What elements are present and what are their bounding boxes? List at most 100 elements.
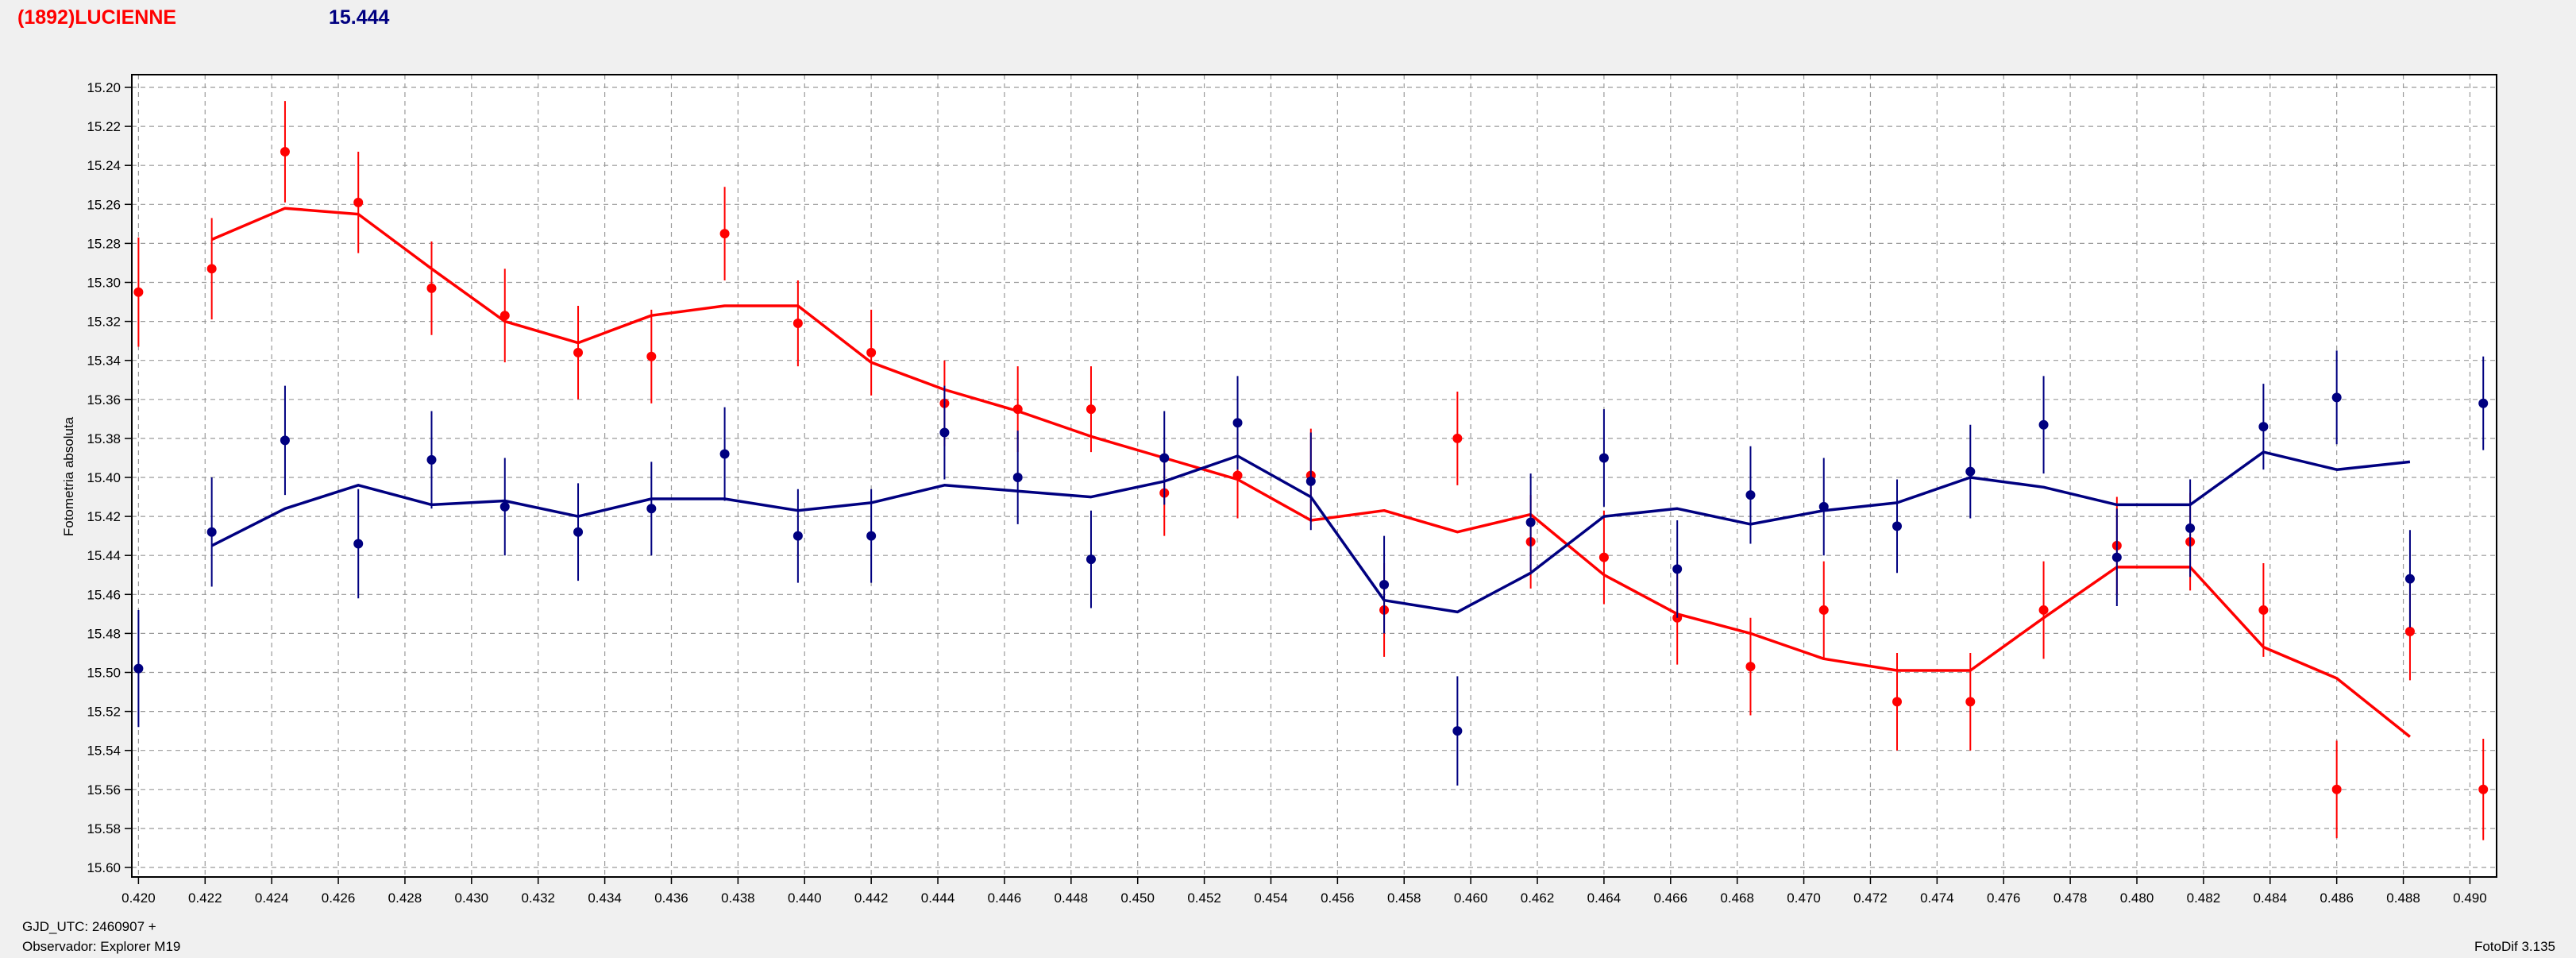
x-tick-label: 0.470 xyxy=(1787,890,1821,906)
data-point xyxy=(1598,453,1609,463)
x-tick-label: 0.490 xyxy=(2453,890,2487,906)
y-tick-label: 15.56 xyxy=(87,782,121,798)
magnitude-value: 15.444 xyxy=(329,6,390,29)
y-tick-label: 15.22 xyxy=(87,119,121,134)
observer-label: Observador: Explorer M19 xyxy=(22,939,181,954)
x-tick-label: 0.486 xyxy=(2320,890,2354,906)
data-point xyxy=(1086,554,1096,565)
x-tick-label: 0.448 xyxy=(1055,890,1089,906)
y-tick-label: 15.38 xyxy=(87,431,121,446)
data-point xyxy=(2038,605,2049,615)
x-tick-label: 0.446 xyxy=(988,890,1022,906)
y-tick-label: 15.28 xyxy=(87,236,121,251)
y-tick-label: 15.48 xyxy=(87,626,121,641)
data-point xyxy=(792,319,803,329)
y-tick-label: 15.30 xyxy=(87,276,121,291)
data-point xyxy=(573,347,584,357)
y-tick-label: 15.26 xyxy=(87,197,121,212)
x-tick-label: 0.454 xyxy=(1254,890,1288,906)
data-point xyxy=(866,347,877,357)
y-tick-label: 15.52 xyxy=(87,705,121,720)
y-tick-label: 15.46 xyxy=(87,587,121,602)
data-point xyxy=(2404,574,2415,584)
data-point xyxy=(939,427,950,438)
data-point xyxy=(1305,476,1316,486)
data-point xyxy=(1379,580,1390,590)
data-point xyxy=(646,504,657,514)
x-tick-label: 0.440 xyxy=(788,890,822,906)
data-point xyxy=(1818,605,1829,615)
x-tick-label: 0.460 xyxy=(1454,890,1488,906)
data-point xyxy=(353,197,364,207)
plot-border xyxy=(131,74,2497,878)
data-point xyxy=(1598,552,1609,562)
x-tick-label: 0.438 xyxy=(721,890,755,906)
data-point xyxy=(280,435,290,446)
x-tick-label: 0.442 xyxy=(854,890,889,906)
x-tick-label: 0.468 xyxy=(1720,890,1754,906)
data-point xyxy=(353,539,364,549)
data-point xyxy=(2478,784,2489,794)
data-point xyxy=(2185,523,2196,533)
data-point xyxy=(133,663,144,674)
data-point xyxy=(792,531,803,541)
y-tick-label: 15.58 xyxy=(87,821,121,836)
data-point xyxy=(1672,564,1683,574)
y-tick-label: 15.24 xyxy=(87,158,121,173)
data-point xyxy=(2258,605,2269,615)
x-tick-label: 0.484 xyxy=(2254,890,2288,906)
x-tick-label: 0.420 xyxy=(121,890,156,906)
x-tick-label: 0.478 xyxy=(2053,890,2088,906)
data-point xyxy=(499,501,510,512)
x-tick-label: 0.430 xyxy=(455,890,489,906)
data-point xyxy=(573,527,584,537)
data-point xyxy=(1892,521,1903,531)
data-point xyxy=(280,147,290,157)
data-point xyxy=(206,527,217,537)
y-tick-label: 15.40 xyxy=(87,470,121,485)
data-point xyxy=(1525,517,1536,527)
data-point xyxy=(1232,418,1243,428)
x-tick-label: 0.456 xyxy=(1321,890,1355,906)
x-tick-label: 0.482 xyxy=(2187,890,2221,906)
data-point xyxy=(499,311,510,321)
data-point xyxy=(2331,784,2342,794)
data-point xyxy=(1452,433,1463,443)
y-tick-label: 15.36 xyxy=(87,392,121,408)
object-name-label: (1892)LUCIENNE xyxy=(17,6,177,29)
data-point xyxy=(1086,404,1096,415)
x-tick-label: 0.428 xyxy=(388,890,422,906)
y-tick-label: 15.60 xyxy=(87,860,121,875)
data-point xyxy=(2038,419,2049,430)
data-point xyxy=(1745,490,1756,500)
data-point xyxy=(1012,473,1023,482)
data-point xyxy=(1892,697,1903,707)
x-tick-label: 0.450 xyxy=(1120,890,1155,906)
data-point xyxy=(206,264,217,274)
grid-lines xyxy=(132,75,2497,877)
x-tick-label: 0.432 xyxy=(521,890,555,906)
x-tick-label: 0.452 xyxy=(1187,890,1221,906)
data-point xyxy=(719,229,730,239)
data-point xyxy=(2111,552,2122,562)
data-point xyxy=(426,454,437,465)
data-point xyxy=(1818,501,1829,512)
data-point xyxy=(1745,662,1756,672)
y-tick-label: 15.34 xyxy=(87,353,121,369)
data-point xyxy=(1965,697,1976,707)
axis-ticks: 0.420 0.422 0.424 0.426 0.428 0.430 0.432 0.434… xyxy=(87,80,2486,906)
data-point xyxy=(426,283,437,293)
data-point xyxy=(1232,470,1243,481)
y-tick-label: 15.44 xyxy=(87,548,121,563)
data-point xyxy=(2404,626,2415,636)
data-marks xyxy=(133,101,2489,840)
x-tick-label: 0.434 xyxy=(588,890,622,906)
data-point xyxy=(2331,392,2342,403)
x-tick-label: 0.462 xyxy=(1521,890,1555,906)
data-point xyxy=(1965,466,1976,477)
gjd-label: GJD_UTC: 2460907 + xyxy=(22,919,156,934)
y-tick-label: 15.54 xyxy=(87,744,121,759)
data-point xyxy=(646,351,657,361)
x-tick-label: 0.426 xyxy=(322,890,356,906)
data-point xyxy=(1012,404,1023,415)
